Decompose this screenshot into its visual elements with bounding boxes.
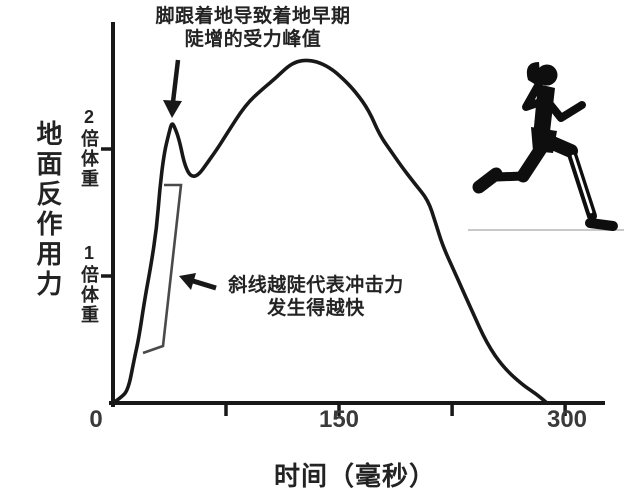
x-tick-label-0: 0 — [89, 406, 103, 433]
front-shoe — [585, 218, 618, 231]
grf-curve — [111, 58, 549, 405]
bent-arm — [522, 80, 553, 111]
impact-peak-arrow-icon — [163, 59, 182, 118]
annotation-slope: 斜线越陡代表冲击力 发生得越快 — [196, 274, 436, 320]
axis-tick-marks — [101, 147, 567, 416]
annotation-impact-line2: 陡增的受力峰值 — [184, 29, 322, 50]
y-tick-label-2bw: 2倍体重 — [79, 107, 99, 189]
annotation-impact-peak: 脚跟着地导致着地早期 陡增的受力峰值 — [128, 5, 378, 51]
annotation-impact-line1: 脚跟着地导致着地早期 — [155, 6, 351, 27]
y-tick-label-1bw: 1倍体重 — [79, 243, 99, 325]
slope-arrow-icon — [179, 273, 217, 291]
slope-bracket — [142, 183, 183, 355]
back-shoe — [472, 167, 503, 194]
y-axis-title: 地面反作用力 — [33, 120, 63, 300]
runner-silhouette-icon — [468, 62, 624, 231]
back-thigh — [516, 137, 551, 183]
x-axis-title: 时间（毫秒） — [273, 461, 436, 491]
x-tick-label-150: 150 — [318, 406, 360, 433]
annotation-slope-line1: 斜线越陡代表冲击力 — [228, 275, 404, 296]
shin-impact-highlight — [571, 154, 593, 214]
annotation-slope-line2: 发生得越快 — [267, 298, 365, 319]
axes — [109, 22, 605, 407]
x-tick-label-300: 300 — [546, 406, 588, 433]
forward-arm — [545, 99, 586, 122]
